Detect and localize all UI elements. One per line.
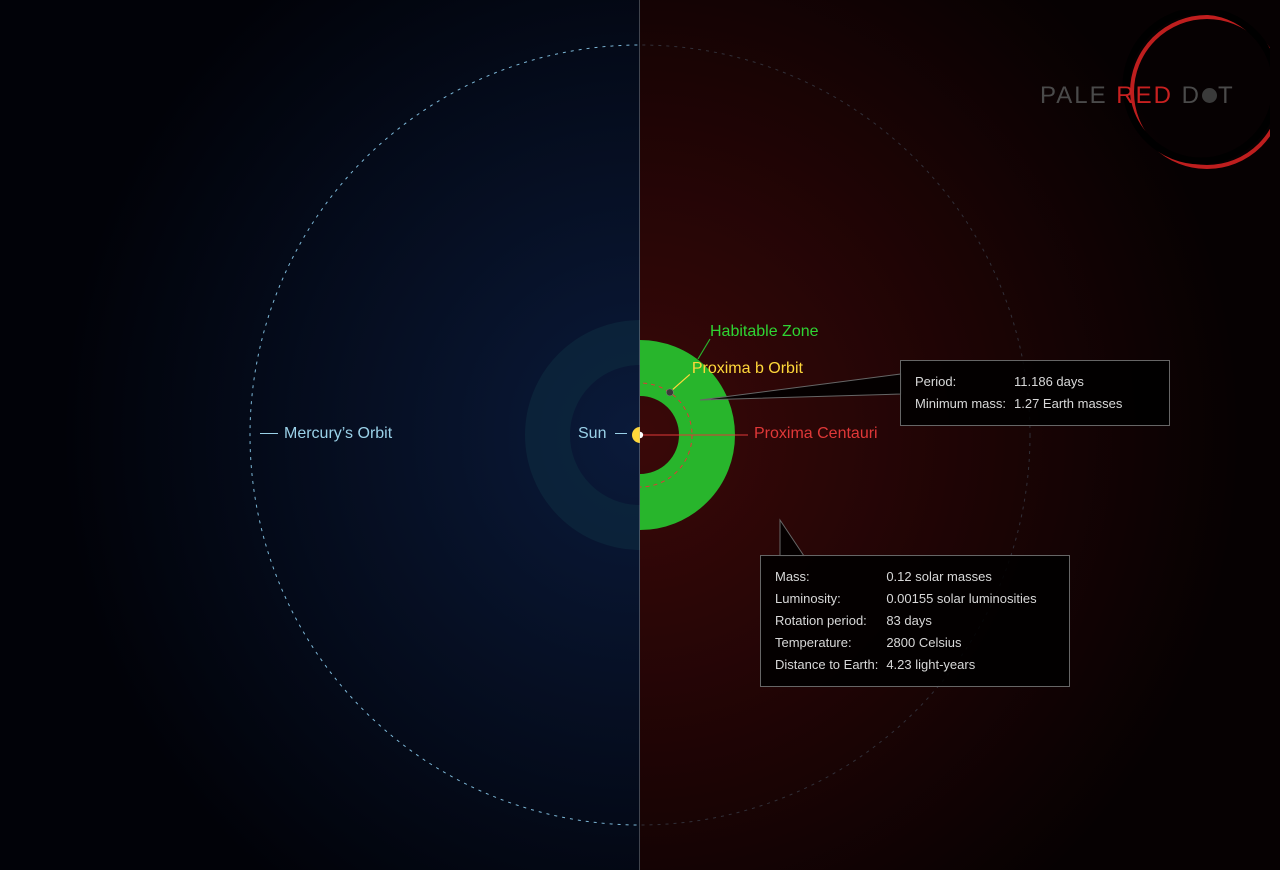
- mercury-orbit-label: Mercury’s Orbit: [260, 425, 392, 443]
- planet-infobox-key: Minimum mass:: [915, 393, 1014, 415]
- planet-infobox-val: 11.186 days: [1014, 371, 1130, 393]
- star-infobox-val: 0.12 solar masses: [886, 566, 1044, 588]
- star-infobox-key: Mass:: [775, 566, 886, 588]
- star-infobox-key: Temperature:: [775, 632, 886, 654]
- logo-pale: PALE: [1040, 82, 1108, 109]
- star-infobox-key: Distance to Earth:: [775, 654, 886, 676]
- logo-t: T: [1218, 82, 1235, 109]
- planet-infobox-key: Period:: [915, 371, 1014, 393]
- sun-label-text: Sun: [578, 425, 606, 442]
- star-infobox: Mass:0.12 solar massesLuminosity: 0.0015…: [760, 555, 1070, 687]
- planet-infobox-val: 1.27 Earth masses: [1014, 393, 1130, 415]
- star-infobox-val: 83 days: [886, 610, 1044, 632]
- star-infobox-key: Luminosity:: [775, 588, 886, 610]
- logo-text: PALE RED DT: [1040, 82, 1235, 110]
- star-infobox-key: Rotation period:: [775, 610, 886, 632]
- planet-infobox: Period:11.186 daysMinimum mass:1.27 Eart…: [900, 360, 1170, 426]
- star-infobox-val: 2800 Celsius: [886, 632, 1044, 654]
- pale-red-dot-logo: PALE RED DT: [1040, 10, 1270, 190]
- star-infobox-val: 4.23 light-years: [886, 654, 1044, 676]
- habitable-zone-label: Habitable Zone: [710, 323, 819, 341]
- sun-label: Sun: [578, 425, 627, 443]
- logo-red: RED: [1116, 82, 1173, 109]
- star-infobox-val: 0.00155 solar luminosities: [886, 588, 1044, 610]
- logo-d: D: [1182, 82, 1201, 109]
- mercury-orbit-label-text: Mercury’s Orbit: [284, 425, 392, 442]
- proxima-centauri-label: Proxima Centauri: [754, 425, 878, 443]
- dot-icon: [1202, 88, 1217, 103]
- proxima-b-orbit-label: Proxima b Orbit: [692, 360, 803, 378]
